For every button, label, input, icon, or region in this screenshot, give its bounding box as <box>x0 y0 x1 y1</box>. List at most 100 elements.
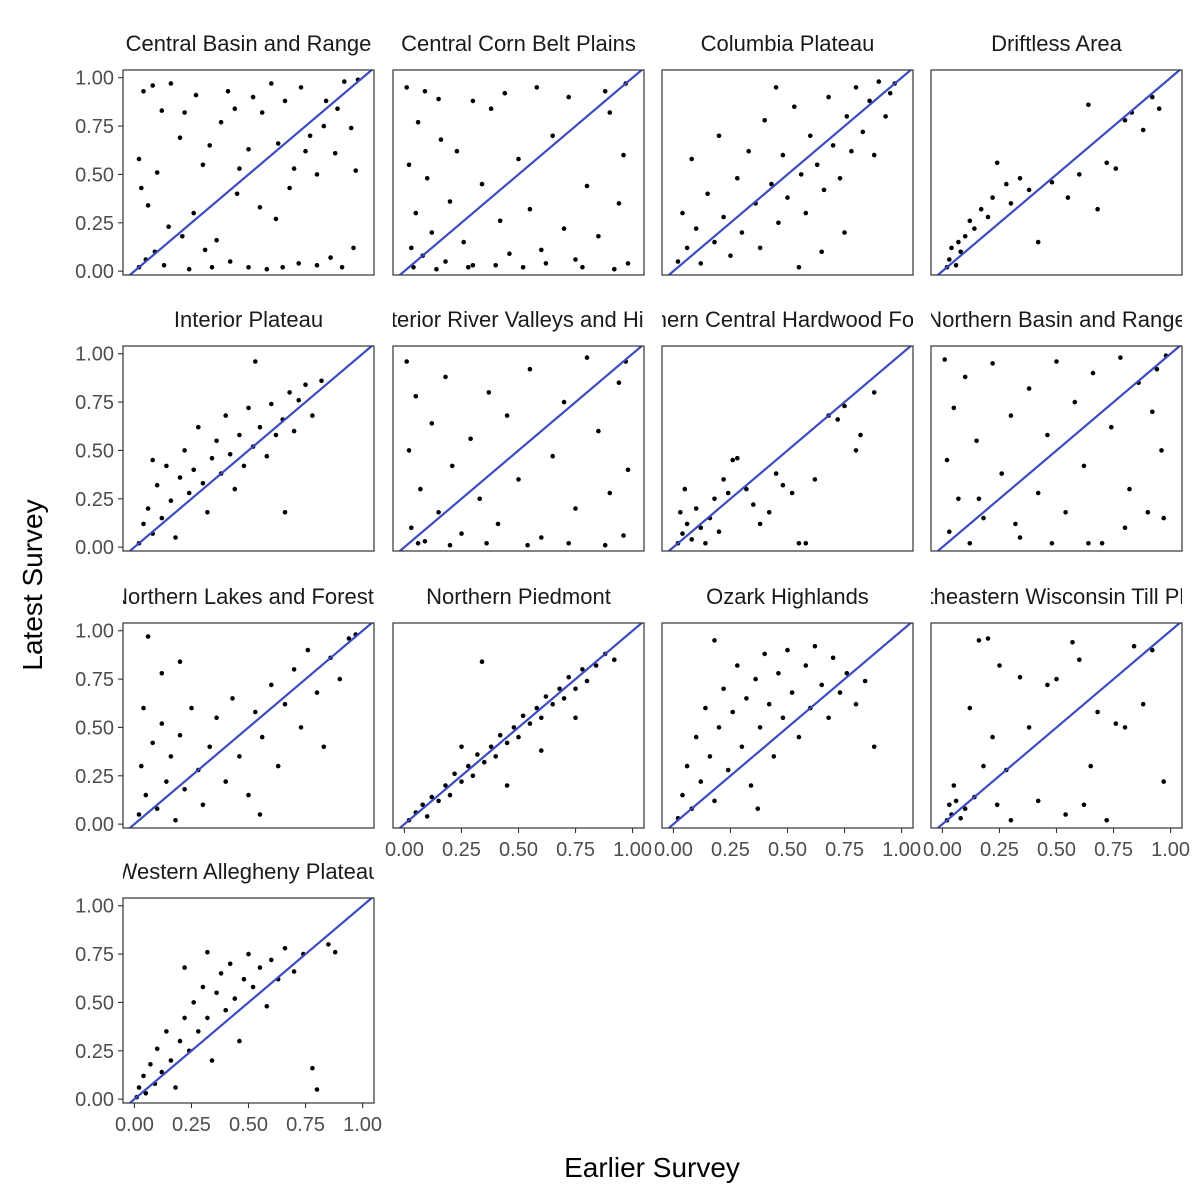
data-point <box>411 265 416 270</box>
data-point <box>947 802 952 808</box>
panel-border <box>122 622 375 829</box>
data-point <box>821 187 827 193</box>
data-point <box>735 455 740 461</box>
data-point <box>264 266 270 272</box>
data-point <box>232 996 238 1001</box>
data-point <box>1026 386 1032 391</box>
data-point <box>450 463 455 469</box>
data-point <box>227 259 233 264</box>
data-point <box>282 510 288 515</box>
facet-title: Ozark Highlands <box>706 584 869 609</box>
data-point <box>550 133 555 139</box>
data-point <box>780 715 786 721</box>
data-point <box>1008 201 1014 206</box>
data-point <box>218 971 224 976</box>
data-point <box>814 162 820 168</box>
panel-border <box>392 345 645 552</box>
reference-line <box>936 70 1182 275</box>
data-point <box>543 694 549 699</box>
data-point <box>593 663 599 668</box>
y-tick-label: 0.00 <box>75 1089 114 1111</box>
data-point <box>1150 647 1155 653</box>
y-tick-label: 0.50 <box>75 717 114 739</box>
data-point <box>757 521 763 527</box>
data-point <box>766 701 772 707</box>
data-point <box>808 133 813 139</box>
y-tick-label: 0.50 <box>75 164 114 186</box>
data-point <box>520 265 526 270</box>
data-point <box>1077 172 1082 177</box>
data-point <box>527 206 533 212</box>
data-point <box>493 263 499 268</box>
data-point <box>148 1062 153 1067</box>
x-tick-label: 0.50 <box>768 839 807 861</box>
data-point <box>264 453 270 459</box>
data-point <box>475 752 480 757</box>
x-tick-label: 0.25 <box>711 839 750 861</box>
data-point <box>497 218 503 224</box>
data-point <box>1104 160 1109 166</box>
reference-line <box>398 623 644 828</box>
data-point <box>573 686 578 692</box>
facet-title: Western Allegheny Plateau <box>117 859 381 884</box>
data-point <box>780 152 786 158</box>
y-tick-label: 0.00 <box>75 814 114 836</box>
data-point <box>539 247 544 253</box>
panel-border <box>930 345 1183 552</box>
data-point <box>1150 409 1155 415</box>
reference-line <box>667 623 913 828</box>
data-point <box>214 237 219 243</box>
data-point <box>958 249 963 255</box>
data-point <box>241 463 247 469</box>
data-point <box>785 647 790 653</box>
data-point <box>214 990 219 996</box>
data-point <box>466 265 471 270</box>
data-point <box>612 657 617 662</box>
data-point <box>459 779 464 784</box>
data-point <box>744 486 749 492</box>
data-point <box>766 510 772 515</box>
data-point <box>976 496 982 502</box>
data-point <box>404 85 410 90</box>
y-tick-label: 0.25 <box>75 1041 114 1063</box>
y-tick-label: 1.00 <box>75 68 114 90</box>
data-point <box>1049 541 1055 546</box>
data-point <box>310 1065 315 1071</box>
data-point <box>1099 541 1105 546</box>
point-group <box>944 636 1166 823</box>
data-point <box>561 399 567 405</box>
data-point <box>527 366 533 372</box>
data-point <box>566 674 571 680</box>
data-point <box>1154 366 1160 372</box>
data-point <box>994 160 1000 166</box>
data-point <box>976 638 982 643</box>
y-tick-label: 0.00 <box>75 537 114 559</box>
data-point <box>161 263 167 268</box>
data-point <box>721 477 726 482</box>
data-point <box>698 779 704 784</box>
data-point <box>698 525 704 531</box>
data-point <box>488 106 494 111</box>
data-point <box>962 234 968 239</box>
point-group <box>136 77 361 272</box>
data-point <box>234 191 240 197</box>
data-point <box>1026 187 1032 193</box>
data-point <box>200 481 206 486</box>
data-point <box>409 245 414 251</box>
data-point <box>282 98 288 104</box>
data-point <box>207 143 212 148</box>
data-point <box>409 525 414 531</box>
data-point <box>159 1069 165 1075</box>
panel-border <box>661 69 914 276</box>
data-point <box>730 709 735 715</box>
data-point <box>680 531 685 536</box>
data-point <box>321 123 327 129</box>
data-point <box>721 214 726 220</box>
data-point <box>716 725 722 730</box>
data-point <box>429 230 435 235</box>
data-point <box>967 541 973 546</box>
data-point <box>819 249 824 255</box>
data-point <box>803 663 809 668</box>
data-point <box>792 104 797 109</box>
